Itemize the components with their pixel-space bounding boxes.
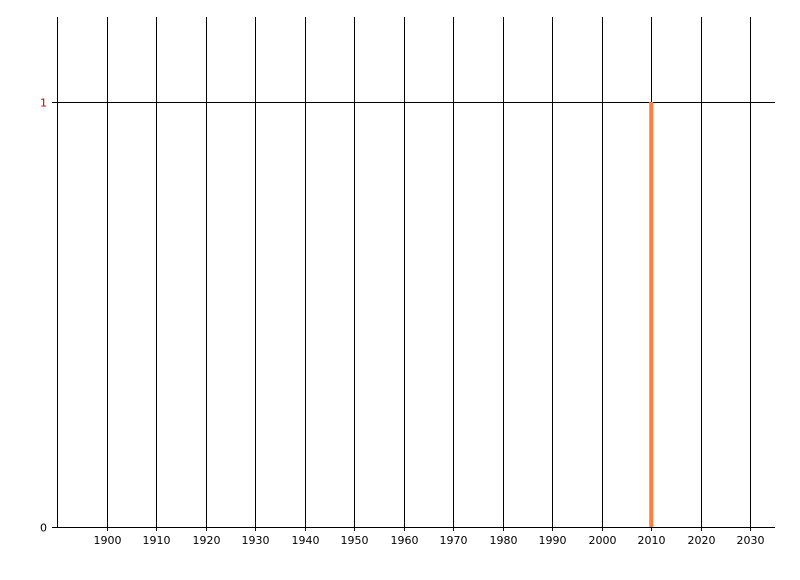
x-tick-label: 2030 xyxy=(737,534,765,547)
y-tick-label: 1 xyxy=(40,97,47,110)
x-tick-label: 1980 xyxy=(490,534,518,547)
x-tick-label: 1950 xyxy=(341,534,369,547)
x-tick-label: 1960 xyxy=(391,534,419,547)
x-tick-label: 1970 xyxy=(440,534,468,547)
x-tick-label: 1910 xyxy=(143,534,171,547)
x-tick-label: 1920 xyxy=(193,534,221,547)
x-tick-label: 2000 xyxy=(589,534,617,547)
x-tick-label: 1990 xyxy=(539,534,567,547)
x-tick-label: 2010 xyxy=(638,534,666,547)
x-tick-label: 2020 xyxy=(688,534,716,547)
y-tick-label: 0 xyxy=(40,522,47,535)
bar-2010 xyxy=(649,102,654,527)
x-tick-label: 1930 xyxy=(242,534,270,547)
x-tick-label: 1940 xyxy=(292,534,320,547)
x-tick-label: 1900 xyxy=(94,534,122,547)
